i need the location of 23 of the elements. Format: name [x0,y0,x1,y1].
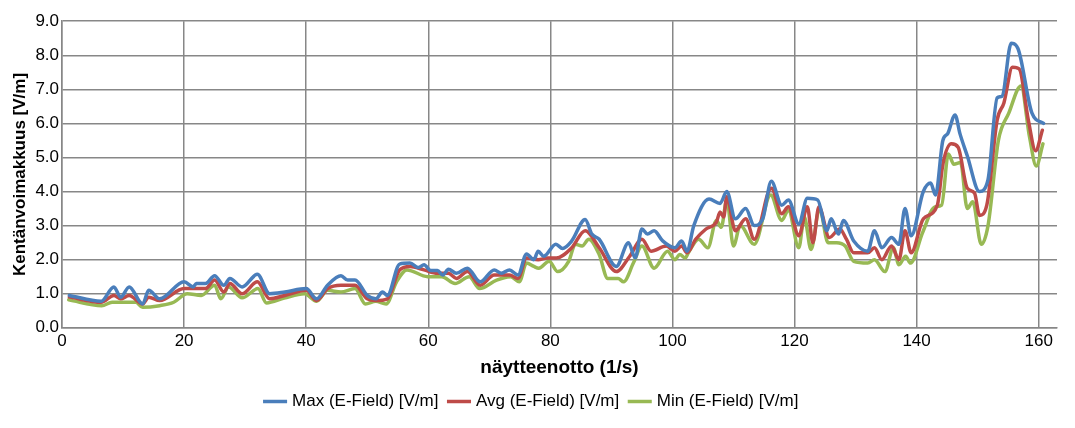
x-tick-label: 120 [780,330,809,350]
y-tick-label: 9.0 [35,10,60,30]
x-tick-label: 0 [57,330,67,350]
y-tick-label: 2.0 [35,249,60,269]
y-tick-label: 6.0 [35,113,60,133]
y-tick-label: 7.0 [35,79,60,99]
x-tick-label: 140 [902,330,931,350]
x-tick-label: 40 [296,330,316,350]
y-tick-label: 8.0 [35,44,60,64]
y-tick-label: 5.0 [35,147,60,167]
x-tick-label: 160 [1024,330,1053,350]
x-tick-label: 100 [658,330,687,350]
x-tick-label: 60 [418,330,438,350]
y-tick-label: 1.0 [35,283,60,303]
x-axis-title: näytteenotto (1/s) [480,355,639,377]
legend-label: Avg (E-Field) [V/m] [475,391,620,411]
legend-label: Min (E-Field) [V/m] [656,391,799,411]
y-tick-label: 4.0 [35,181,60,201]
x-tick-label: 80 [540,330,560,350]
y-axis-title: Kentänvoimakkuus [V/m] [9,72,29,277]
x-tick-label: 20 [174,330,194,350]
y-tick-label: 3.0 [35,215,60,235]
legend-label: Max (E-Field) [V/m] [292,391,439,411]
